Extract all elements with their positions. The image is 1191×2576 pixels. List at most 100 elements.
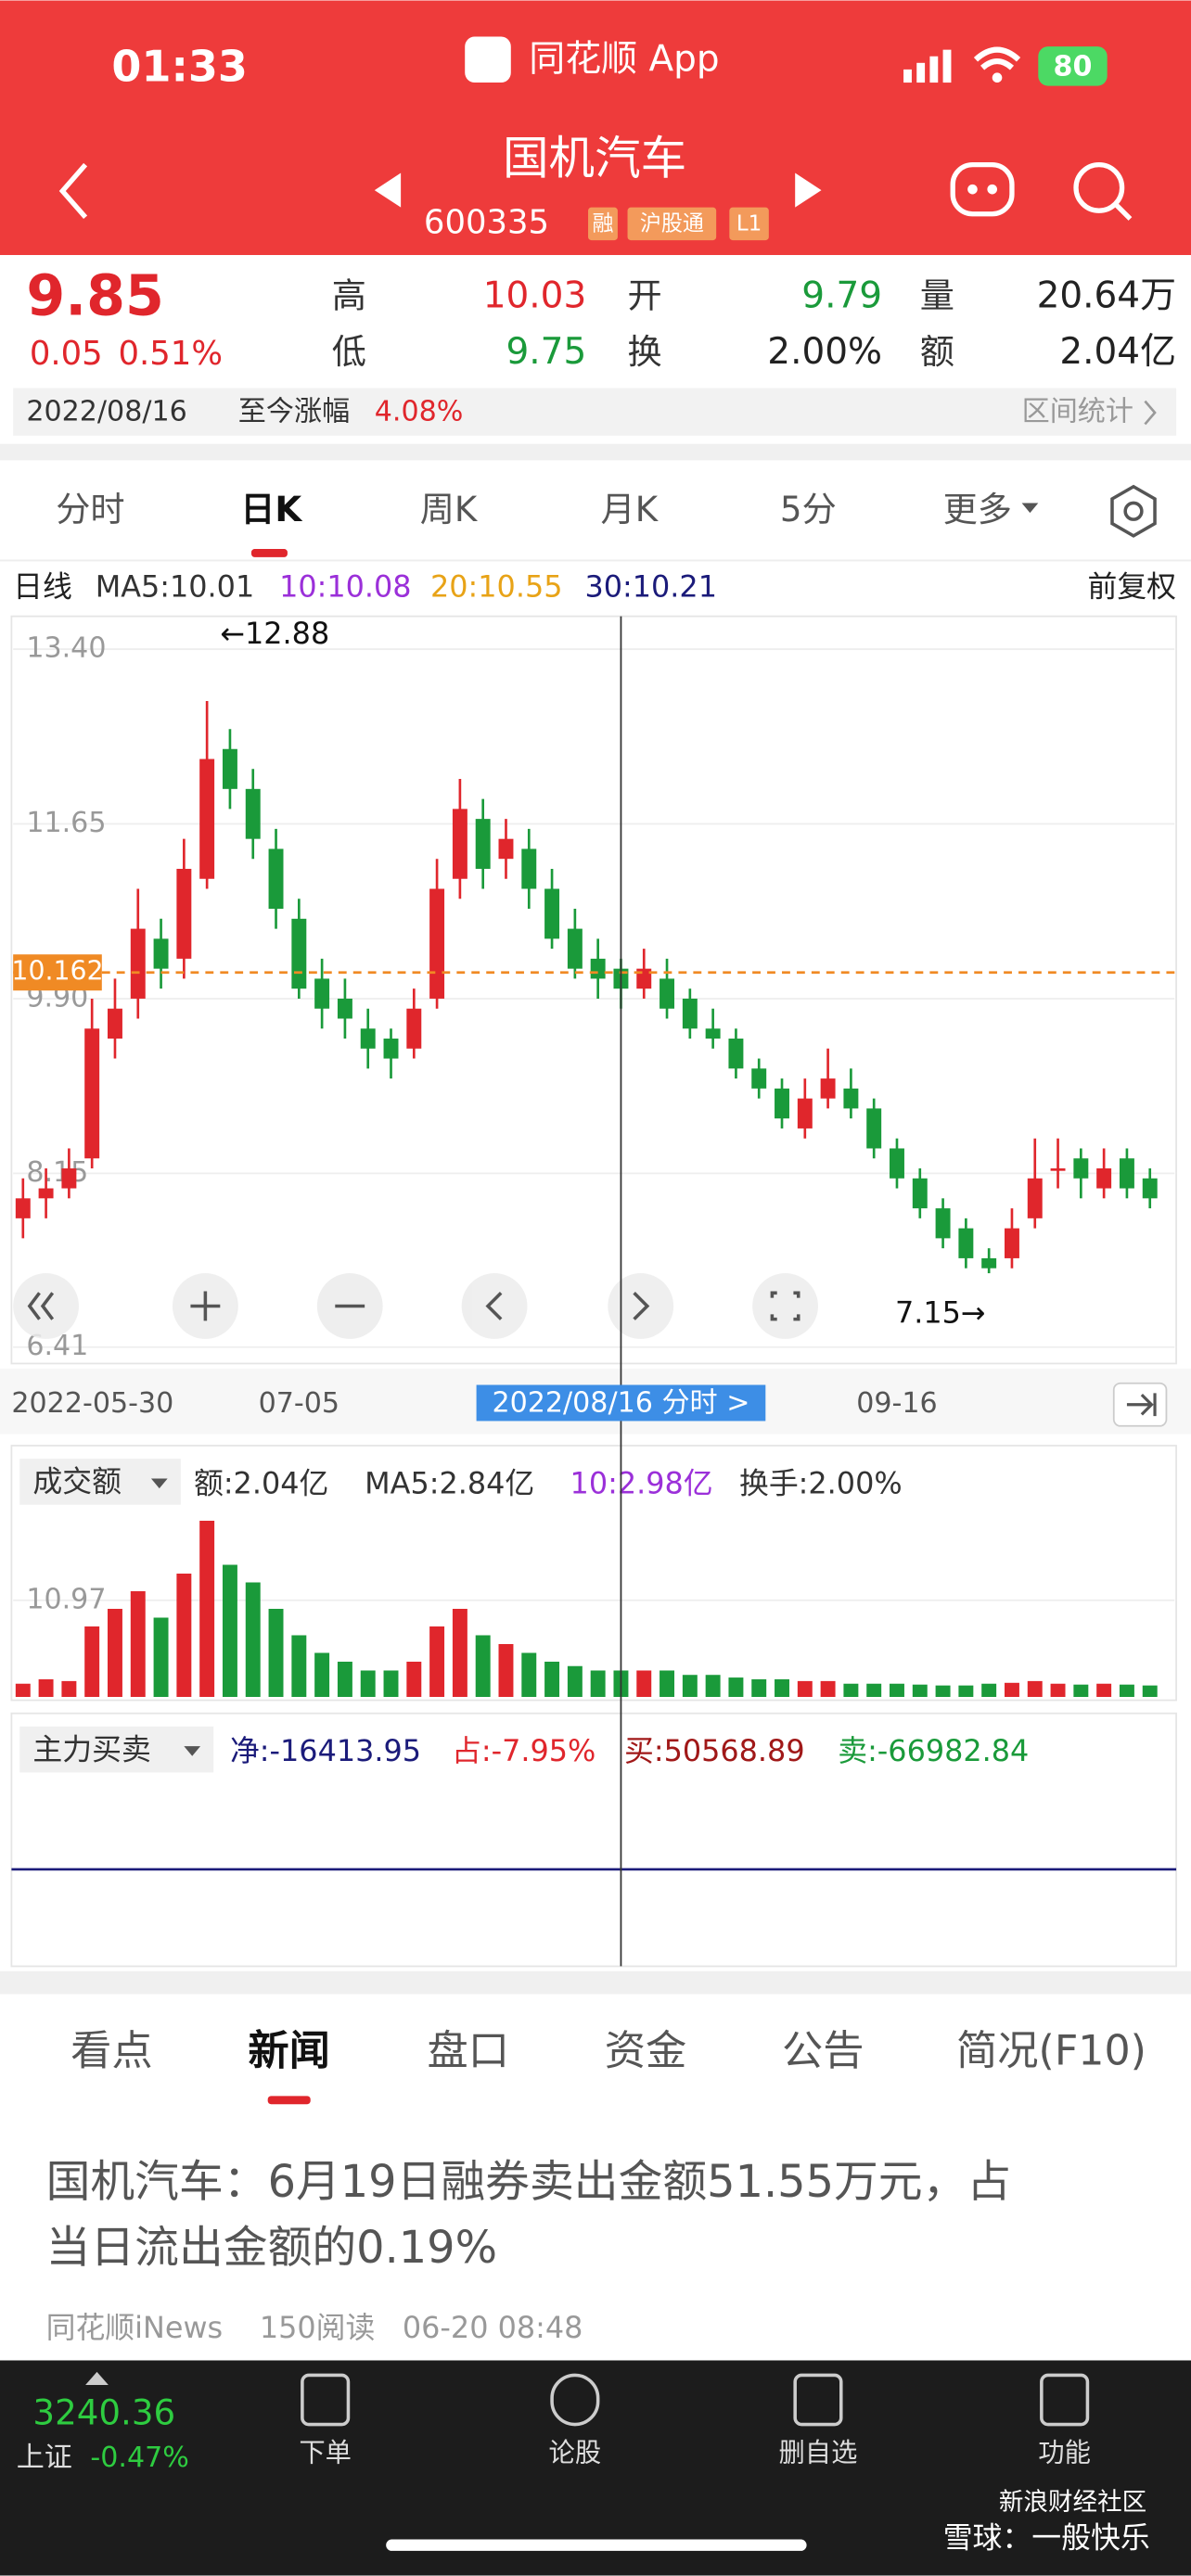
candle-body [429, 888, 445, 999]
news-tab[interactable]: 盘口 [427, 2027, 509, 2074]
range-label: 至今涨幅 [238, 396, 350, 428]
action-icon[interactable] [793, 2373, 843, 2427]
volume-bar [38, 1678, 54, 1697]
ma-item: 20:10.55 [430, 569, 562, 605]
candle-body [775, 1088, 789, 1119]
watermark: 新浪财经社区 [999, 2488, 1146, 2517]
volume-selector[interactable] [19, 1459, 181, 1505]
signal-icon [903, 49, 952, 83]
volume-bar [567, 1665, 583, 1697]
range-stats[interactable]: 区间统计 [1022, 396, 1133, 428]
settings-button[interactable] [1110, 484, 1157, 538]
field-label: 高 [332, 275, 366, 316]
field-value: 10.03 [483, 275, 587, 317]
candle-body [498, 838, 514, 860]
action-icon[interactable] [1040, 2373, 1090, 2427]
news-tab[interactable]: 公告 [782, 2027, 864, 2074]
period-tab[interactable]: 周K [420, 489, 479, 529]
y-tick-label: 11.65 [26, 807, 106, 839]
volume-bar [797, 1680, 813, 1697]
news-tab[interactable]: 看点 [70, 2027, 153, 2074]
index-value: 3240.36 [32, 2391, 175, 2432]
ma-legend: 日线 MA5:10.01 10:10.08 20:10.55 30:10.21 [13, 569, 717, 605]
tag: 沪股通 [640, 212, 704, 236]
flow-selector[interactable] [19, 1726, 214, 1773]
volume-bar [406, 1661, 422, 1697]
ma-item: MA5:10.01 [96, 569, 255, 605]
pan-right[interactable] [608, 1273, 674, 1339]
robot-eye [967, 184, 978, 195]
date-bar [13, 388, 1177, 436]
volume-bar [890, 1683, 904, 1697]
candle-body [475, 819, 491, 869]
to-latest-icon [1126, 1393, 1157, 1417]
candle-body [843, 1088, 859, 1109]
next-stock[interactable] [795, 172, 822, 208]
candle-body [130, 928, 146, 999]
action-icon[interactable] [550, 2373, 600, 2427]
reference-label: 10.162 [11, 956, 103, 987]
clock: 01:33 [111, 41, 248, 91]
candle-body [176, 868, 192, 959]
volume-bar [475, 1635, 491, 1697]
candle-body [1096, 1168, 1112, 1189]
action-label: 功能 [1038, 2437, 1091, 2468]
volume-bar [130, 1590, 146, 1697]
period-tab[interactable]: 分时 [56, 489, 124, 529]
candle-body [705, 1028, 721, 1039]
action-icon[interactable] [301, 2373, 351, 2427]
collapse-button[interactable] [13, 1273, 80, 1339]
flow-legend: 净:-16413.95 占:-7.95% 买:50568.89 卖:-66982.84 [230, 1733, 1029, 1768]
flow-legend: 买:50568.89 [624, 1733, 805, 1768]
candle-body [912, 1178, 928, 1209]
back-button[interactable] [58, 162, 88, 220]
reference-badge [13, 954, 102, 991]
tag: 融 [592, 212, 613, 236]
cursor-label: 2022/08/16 分时 > [492, 1386, 749, 1419]
prev-stock[interactable] [374, 172, 402, 208]
period-tab[interactable]: 5分 [780, 489, 837, 529]
volume-bar [291, 1635, 307, 1697]
news-tab[interactable]: 资金 [605, 2027, 687, 2074]
change-pct: 0.51% [119, 335, 223, 373]
volume-bar [61, 1680, 77, 1697]
field-label: 换 [628, 331, 662, 372]
period-tab[interactable]: 更多 [943, 489, 1012, 529]
candle-body [84, 1028, 100, 1159]
field-value: 2.00% [767, 331, 882, 373]
candle-body [108, 1008, 122, 1039]
volume-bar [866, 1683, 882, 1697]
fullscreen[interactable] [752, 1273, 818, 1339]
annotation: ←12.88 [220, 616, 329, 651]
candle-body [383, 1039, 399, 1059]
volume-bar [1027, 1680, 1043, 1697]
tags: 融 沪股通 L1 [588, 207, 769, 241]
news-headline[interactable]: 国机汽车：6月19日融券卖出金额51.55万元，占 [46, 2157, 1012, 2208]
volume-bar [935, 1685, 951, 1697]
field-value: 9.79 [801, 275, 882, 317]
candle-body [199, 759, 215, 879]
cursor-badge[interactable] [476, 1384, 766, 1422]
volume-legend: 换手:2.00% [739, 1466, 903, 1501]
news-headline[interactable]: 当日流出金额的0.19% [46, 2223, 497, 2274]
period-tab[interactable]: 日K [240, 489, 302, 529]
news-tab[interactable]: 简况(F10) [956, 2027, 1146, 2074]
period-tab[interactable]: 月K [601, 489, 660, 529]
adjust-mode[interactable]: 前复权 [1087, 569, 1176, 605]
watermark: 雪球：一般快乐 [943, 2520, 1150, 2556]
volume-bar [1050, 1683, 1066, 1697]
pan-left[interactable] [461, 1273, 528, 1339]
expand-arrow[interactable] [85, 2371, 109, 2386]
tag: L1 [736, 212, 762, 236]
flow-frame [10, 1712, 1177, 1968]
volume-bar [1096, 1683, 1112, 1697]
search-button[interactable] [1073, 161, 1125, 213]
volume-bar [452, 1608, 467, 1697]
field-label: 低 [332, 331, 366, 372]
battery-level: 80 [1054, 51, 1093, 83]
field-label: 开 [628, 275, 662, 316]
candle-body [890, 1148, 904, 1179]
robot-icon[interactable] [950, 161, 1015, 217]
news-tab[interactable]: 新闻 [248, 2027, 330, 2074]
